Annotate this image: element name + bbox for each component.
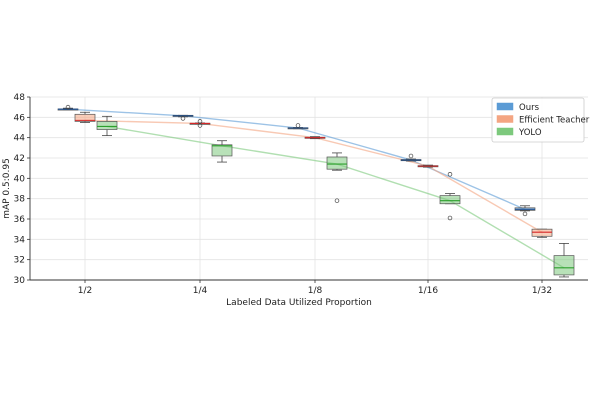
y-axis-title: mAP 0.5:0.95: [2, 158, 12, 219]
y-tick-label: 34: [14, 235, 26, 245]
outlier-point: [522, 211, 528, 217]
trend-lines: [67, 108, 565, 269]
box-group: [211, 140, 233, 163]
x-tick-label: 1/32: [532, 286, 552, 296]
x-axis-title: Labeled Data Utilized Proportion: [226, 298, 372, 308]
x-tick-label: 1/2: [78, 286, 92, 296]
box-iqr: [439, 195, 461, 205]
x-tick-label: 1/8: [308, 286, 323, 296]
legend-frame: [491, 97, 585, 143]
box-group: [326, 152, 348, 203]
legend: Ours Efficient Teacher YOLO: [491, 97, 590, 143]
box-iqr: [211, 144, 233, 157]
legend-label: Ours: [519, 103, 540, 113]
legend-swatch: [496, 115, 514, 123]
x-tick-label: 1/4: [193, 286, 208, 296]
outlier-point: [408, 153, 414, 159]
box-group: [304, 136, 326, 140]
y-tick-label: 36: [14, 215, 26, 225]
box-group: [553, 242, 575, 278]
box-group: [531, 228, 553, 238]
y-tick-label: 30: [14, 276, 26, 286]
box-group: [172, 114, 194, 121]
legend-swatch: [496, 127, 514, 136]
box-layer: [57, 104, 575, 278]
y-tick-label: 40: [14, 174, 26, 184]
outlier-point: [65, 104, 71, 110]
y-tick-label: 44: [14, 134, 26, 144]
y-tick-label: 48: [14, 93, 26, 103]
box-iqr: [96, 121, 118, 130]
outlier-point: [334, 198, 340, 203]
axes: [29, 97, 588, 281]
outlier-point: [180, 116, 186, 121]
box-group: [96, 115, 118, 137]
x-tick-label: 1/16: [418, 286, 438, 296]
box-iqr: [74, 113, 96, 122]
box-group: [514, 205, 536, 217]
outlier-point: [447, 215, 453, 221]
y-tick-label: 38: [14, 195, 26, 205]
legend-label: YOLO: [518, 128, 542, 138]
box-group: [74, 111, 96, 123]
box-group: [400, 153, 422, 162]
outlier-point: [197, 119, 203, 124]
box-group: [189, 119, 211, 128]
outlier-point: [447, 172, 453, 177]
outlier-point: [295, 123, 301, 128]
box-group: [417, 164, 439, 168]
y-tick-label: 32: [14, 256, 25, 266]
legend-label: Efficient Teacher: [519, 116, 590, 126]
box-iqr: [326, 156, 348, 170]
y-tick-label: 46: [14, 113, 26, 123]
y-tick-label: 42: [14, 154, 25, 164]
legend-swatch: [496, 102, 514, 111]
box-group: [439, 172, 461, 221]
tick-labels: 30 32 34 36 38 40 42 44 46 48 1/2 1/4 1/8 1/16 1/32: [14, 93, 553, 296]
box-group: [57, 104, 79, 111]
box-group: [287, 123, 309, 130]
box-iqr: [553, 255, 575, 276]
